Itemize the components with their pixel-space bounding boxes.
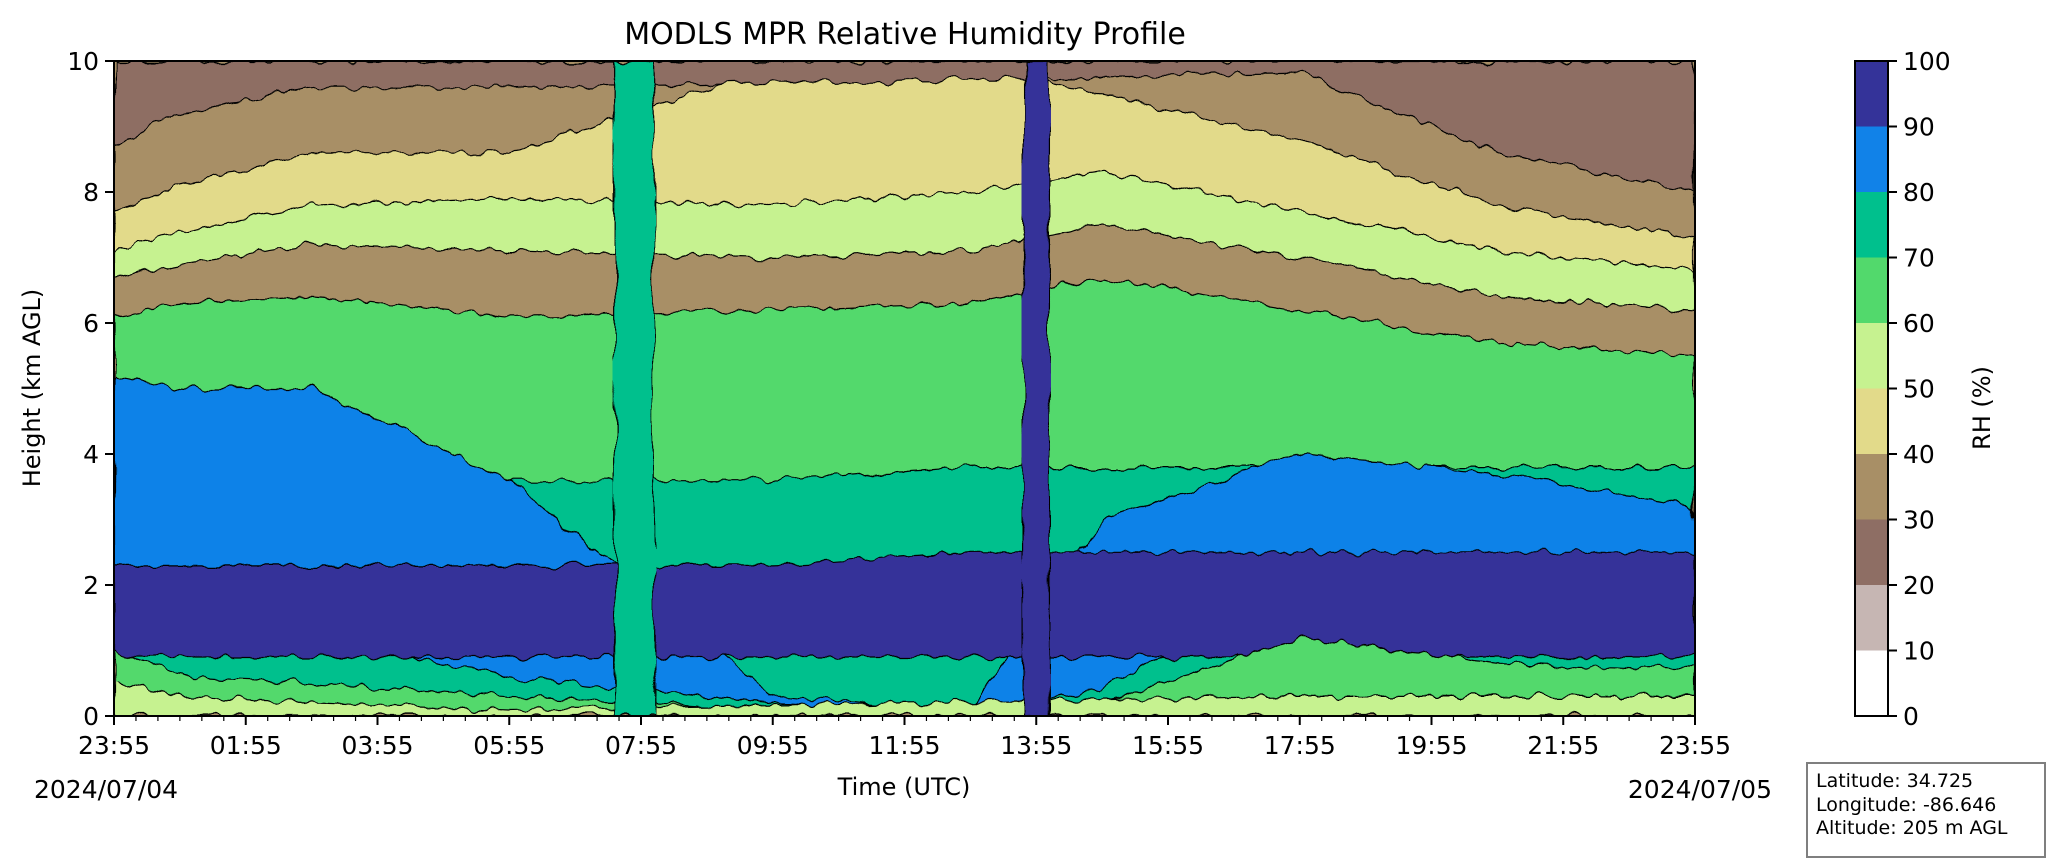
x-tick-label: 17:55 [1264, 731, 1336, 760]
colorbar-tick-label: 20 [1903, 571, 1935, 600]
location-info-box: Latitude: 34.725 Longitude: -86.646 Alti… [1806, 762, 2046, 858]
colorbar-segment [1855, 519, 1888, 585]
colorbar-tick-label: 70 [1903, 244, 1935, 273]
x-tick-label: 21:55 [1527, 731, 1599, 760]
rh-band-20-30 [114, 61, 1695, 193]
colorbar-segment [1855, 323, 1888, 389]
y-axis-label: Height (km AGL) [18, 289, 46, 488]
x-tick-label: 03:55 [341, 731, 413, 760]
rh-band-surface-50-60 [114, 682, 1695, 716]
y-axis: 0 2 4 6 8 10 [67, 47, 114, 731]
x-tick-label: 11:55 [868, 731, 940, 760]
longitude-text: Longitude: -86.646 [1816, 793, 1997, 816]
colorbar-tick-label: 50 [1903, 375, 1935, 404]
y-tick-label: 0 [83, 702, 99, 731]
colorbar-segment [1855, 650, 1888, 716]
x-tick-label: 01:55 [210, 731, 282, 760]
colorbar-segment [1855, 388, 1888, 454]
altitude-text: Altitude: 205 m AGL [1816, 817, 2008, 839]
x-axis: 23:55 01:55 03:55 05:55 07:55 09:55 11:55 13:55… [78, 716, 1731, 760]
rh-band-90-100 [114, 551, 1695, 658]
precipitation-column [1022, 61, 1051, 716]
x-tick-label: 23:55 [78, 731, 150, 760]
colorbar-segment [1855, 61, 1888, 127]
x-tick-label: 09:55 [737, 731, 809, 760]
y-tick-label: 4 [83, 440, 99, 469]
colorbar-tick-label: 100 [1903, 47, 1951, 76]
x-tick-label: 13:55 [1000, 731, 1072, 760]
colorbar-segment [1855, 192, 1888, 258]
x-tick-label: 23:55 [1659, 731, 1731, 760]
x-tick-label: 15:55 [1132, 731, 1204, 760]
contour-plot-area [114, 61, 1695, 716]
colorbar-tick-label: 90 [1903, 113, 1935, 142]
colorbar: 0 10 20 30 40 50 60 70 80 90 100 [1854, 47, 1951, 731]
chart-title: MODLS MPR Relative Humidity Profile [624, 17, 1186, 52]
latitude-text: Latitude: 34.725 [1816, 770, 1974, 792]
colorbar-tick-label: 30 [1903, 506, 1935, 535]
colorbar-tick-label: 0 [1903, 702, 1919, 731]
x-date-start: 2024/07/04 [34, 775, 178, 804]
colorbar-segment [1855, 454, 1888, 520]
moist-band [614, 61, 655, 716]
colorbar-segment [1855, 126, 1888, 192]
colorbar-tick-label: 40 [1903, 440, 1935, 469]
x-axis-label: Time (UTC) [837, 773, 971, 801]
colorbar-segment [1855, 257, 1888, 323]
y-tick-label: 2 [83, 571, 99, 600]
y-tick-label: 8 [83, 178, 99, 207]
colorbar-tick-label: 10 [1903, 637, 1935, 666]
x-tick-label: 07:55 [605, 731, 677, 760]
y-tick-label: 6 [83, 309, 99, 338]
x-tick-label: 05:55 [473, 731, 545, 760]
y-tick-label: 10 [67, 47, 99, 76]
x-date-end: 2024/07/05 [1628, 775, 1772, 804]
x-tick-label: 19:55 [1395, 731, 1467, 760]
colorbar-label: RH (%) [1968, 366, 1996, 450]
colorbar-tick-label: 80 [1903, 178, 1935, 207]
colorbar-tick-label: 60 [1903, 309, 1935, 338]
colorbar-segment [1855, 585, 1888, 651]
